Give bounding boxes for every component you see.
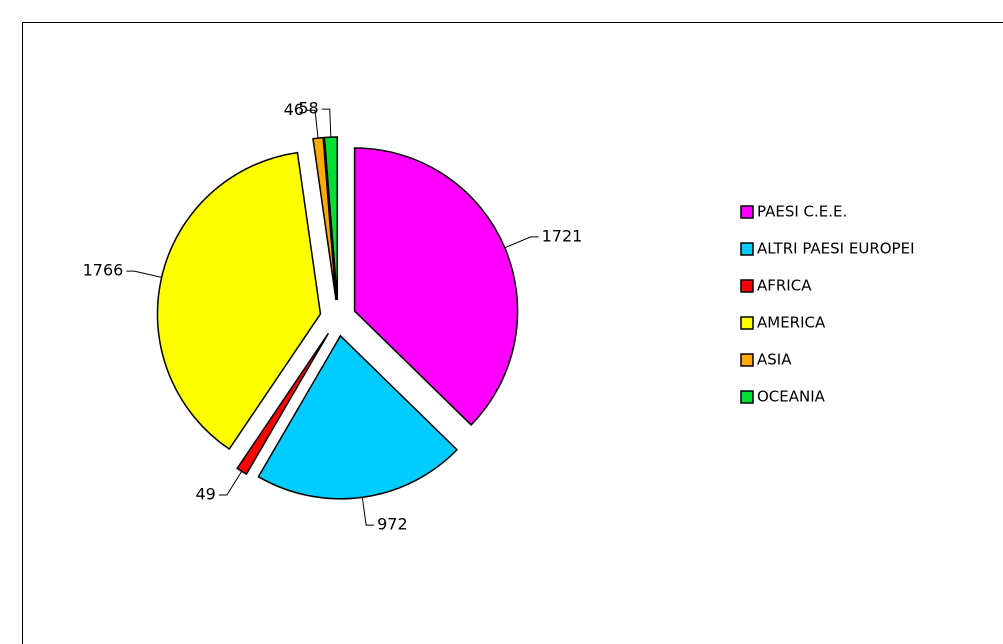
leader-line xyxy=(306,109,319,139)
data-label: 49 xyxy=(196,485,216,504)
legend-swatch xyxy=(740,316,754,330)
leader-line xyxy=(504,236,539,249)
pie-slice xyxy=(236,332,330,476)
legend-label: AMERICA xyxy=(757,314,826,332)
leader-line xyxy=(218,471,243,496)
data-label: 46 xyxy=(284,100,304,119)
leader-line xyxy=(126,270,162,278)
legend-label: ALTRI PAESI EUROPEI xyxy=(757,240,915,258)
pie-slice xyxy=(312,136,337,301)
pie-slice xyxy=(156,151,322,451)
legend-swatch xyxy=(740,242,754,256)
legend-swatch xyxy=(740,390,754,404)
leader-line xyxy=(361,497,375,526)
pie-slice xyxy=(353,147,519,426)
legend-label: PAESI C.E.E. xyxy=(757,203,847,221)
legend-label: ASIA xyxy=(757,351,792,369)
legend-swatch xyxy=(740,205,754,219)
data-label: 1766 xyxy=(83,261,124,280)
legend-swatch xyxy=(740,353,754,367)
legend-label: AFRICA xyxy=(757,277,812,295)
data-label: 1721 xyxy=(542,226,583,245)
data-label: 972 xyxy=(377,515,408,534)
legend-label: OCEANIA xyxy=(757,388,826,406)
leader-line xyxy=(321,108,332,138)
pie-slice xyxy=(257,334,459,500)
data-label: 58 xyxy=(298,99,318,118)
pie-slice xyxy=(323,136,339,301)
legend-swatch xyxy=(740,279,754,293)
